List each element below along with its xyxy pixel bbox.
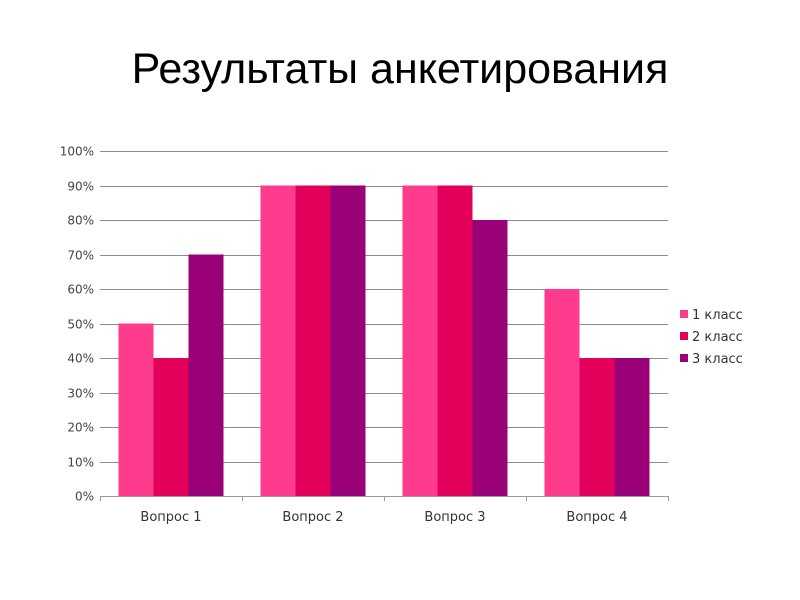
bar — [437, 185, 473, 496]
legend-label: 2 класс — [692, 330, 743, 345]
x-category-label: Вопрос 2 — [282, 510, 343, 525]
y-tick-label: 20% — [67, 421, 94, 435]
bar — [579, 358, 615, 496]
slide-title: Результаты анкетирования — [131, 45, 669, 93]
x-category-label: Вопрос 1 — [140, 510, 201, 525]
bar — [472, 220, 508, 496]
y-tick-label: 0% — [75, 490, 94, 504]
y-tick-label: 90% — [67, 180, 94, 194]
legend-swatch — [680, 332, 688, 340]
x-category-label: Вопрос 3 — [424, 510, 485, 525]
legend-label: 3 класс — [692, 352, 743, 367]
bar — [118, 323, 154, 496]
bar — [260, 185, 296, 496]
legend-swatch — [680, 310, 688, 318]
y-tick-label: 30% — [67, 387, 94, 401]
x-category-label: Вопрос 4 — [566, 510, 627, 525]
y-tick-label: 80% — [67, 214, 94, 228]
bar — [402, 185, 438, 496]
bar — [614, 358, 650, 496]
y-tick-label: 50% — [67, 318, 94, 332]
y-tick-label: 70% — [67, 249, 94, 263]
y-tick-label: 60% — [67, 283, 94, 297]
legend-label: 1 класс — [692, 308, 743, 323]
bar — [188, 254, 224, 496]
y-tick-label: 10% — [67, 456, 94, 470]
y-tick-label: 40% — [67, 352, 94, 366]
bar — [153, 358, 189, 496]
bar — [330, 185, 366, 496]
y-tick-label: 100% — [60, 145, 94, 159]
bar — [544, 289, 580, 496]
legend-swatch — [680, 354, 688, 362]
bar — [295, 185, 331, 496]
